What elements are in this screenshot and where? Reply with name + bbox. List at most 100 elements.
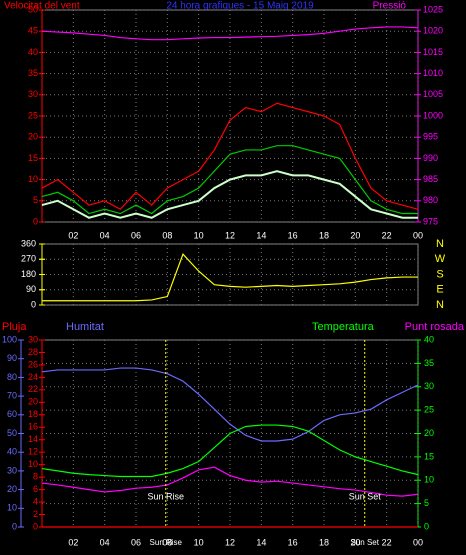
y3-tick-label: 20 [28,397,38,407]
y-tick-label: 50 [28,4,38,14]
x-tick-label: 06 [131,230,141,240]
x-tick-label: 20 [350,230,360,240]
y2-tick-label: 40 [424,334,434,344]
y2-tick-label: 5 [424,498,429,508]
x-tick-label: 00 [413,230,423,240]
y-tick-label: 270 [21,254,36,264]
y-tick-label: 360 [21,238,36,248]
y3-tick-label: 0 [33,521,38,531]
y2-tick-label: W [435,253,446,265]
y2-tick-label: 20 [424,428,434,438]
x-tick-label: 16 [288,230,298,240]
y-tick-label: 5 [33,195,38,205]
x-tick-label: 12 [225,230,235,240]
y3-tick-label: 28 [28,347,38,357]
y-tick-label: 50 [7,428,17,438]
sun-label: Sun Rise [148,491,185,501]
x-tick-label: 20 [350,537,360,547]
series-line [41,424,419,478]
x-tick-label: 08 [162,537,172,547]
y2-tick-label: N [436,238,444,250]
y-tick-label: 40 [28,47,38,57]
rain-label: Pluja [2,321,27,333]
y2-tick-label: 1010 [423,68,443,78]
y3-tick-label: 18 [28,409,38,419]
y-tick-label: 80 [7,372,17,382]
y2-tick-label: 985 [423,174,438,184]
y3-tick-label: 4 [33,496,38,506]
y3-tick-label: 14 [28,434,38,444]
y2-tick-label: 1020 [423,26,443,36]
y3-tick-label: 30 [28,334,38,344]
x-tick-label: 22 [382,537,392,547]
y-tick-label: 90 [7,353,17,363]
x-tick-label: 10 [194,230,204,240]
y2-tick-label: 10 [424,475,434,485]
x-tick-label: 18 [319,230,329,240]
x-tick-label: 04 [100,230,110,240]
humidity-label: Humitat [66,321,104,333]
y-tick-label: 30 [7,465,17,475]
dewpoint-label: Punt rosada [405,321,465,333]
y3-tick-label: 22 [28,384,38,394]
y-tick-label: 0 [31,299,36,309]
y-tick-label: 35 [28,68,38,78]
sun-label: Sun Set [349,491,382,501]
x-tick-label: 02 [68,537,78,547]
y2-tick-label: 30 [424,381,434,391]
y2-tick-label: 25 [424,405,434,415]
y-tick-label: 70 [7,390,17,400]
x-tick-label: 10 [194,537,204,547]
x-tick-label: 08 [162,230,172,240]
y3-tick-label: 24 [28,372,38,382]
wind-label: Velocitat del vent [4,1,80,12]
y3-tick-label: 26 [28,359,38,369]
series-line [42,253,418,302]
y-tick-label: 40 [7,447,17,457]
y-tick-label: 100 [2,334,17,344]
series-line [41,145,418,215]
y2-tick-label: 995 [423,132,438,142]
y2-tick-label: 1005 [423,89,443,99]
y-tick-label: 45 [28,26,38,36]
x-tick-label: 02 [68,230,78,240]
y2-tick-label: 1025 [423,4,443,14]
y-tick-label: 10 [7,503,17,513]
y2-tick-label: 35 [424,358,434,368]
x-tick-label: 14 [256,230,266,240]
x-tick-label: 18 [319,537,329,547]
sun-axis-label: Sun Rise [150,538,183,547]
y3-tick-label: 2 [33,509,38,519]
pressure-label: Pressió [373,1,407,12]
x-tick-label: 06 [131,537,141,547]
y2-tick-label: S [436,268,443,280]
series-line [41,367,419,442]
x-tick-label: 14 [256,537,266,547]
y-tick-label: 30 [28,89,38,99]
x-tick-label: 04 [100,537,110,547]
y2-tick-label: 990 [423,153,438,163]
y3-tick-label: 10 [28,459,38,469]
y2-tick-label: 980 [423,195,438,205]
y2-tick-label: N [436,299,444,311]
y2-tick-label: 1015 [423,47,443,57]
series-line [41,466,419,497]
x-tick-label: 16 [288,537,298,547]
y2-tick-label: 1000 [423,110,443,120]
x-tick-label: 00 [413,537,423,547]
temperature-label: Temperatura [312,321,375,333]
y-tick-label: 60 [7,409,17,419]
y-tick-label: 180 [21,269,36,279]
x-tick-label: 22 [382,230,392,240]
y2-tick-label: 975 [423,216,438,226]
x-tick-label: 12 [225,537,235,547]
y-tick-label: 20 [7,484,17,494]
series-line [41,102,419,211]
y2-tick-label: 15 [424,451,434,461]
y3-tick-label: 6 [33,484,38,494]
y3-tick-label: 16 [28,422,38,432]
y3-tick-label: 12 [28,447,38,457]
y2-tick-label: 0 [424,521,429,531]
y-tick-label: 10 [28,174,38,184]
